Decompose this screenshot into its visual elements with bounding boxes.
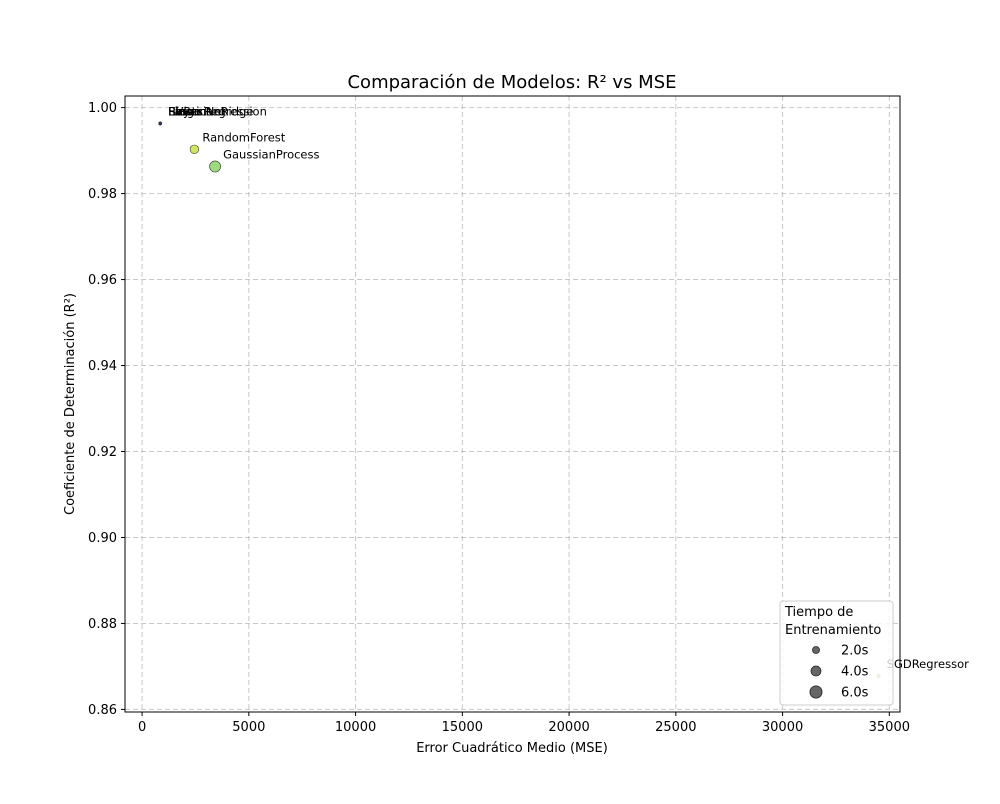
chart-title: Comparación de Modelos: R² vs MSE [347, 72, 676, 93]
plot-frame [124, 95, 901, 713]
legend-marker [812, 646, 820, 654]
legend-label: 6.0s [841, 686, 869, 701]
data-point-label: SVR [168, 105, 191, 119]
y-axis-label: Coeficiente de Determinación (R²) [63, 293, 78, 515]
y-tick-label: 0.90 [88, 531, 117, 546]
points-layer [158, 121, 881, 678]
data-point [189, 144, 199, 154]
data-point [209, 160, 221, 173]
y-tick-label: 0.88 [88, 617, 117, 632]
x-tick-label: 20000 [548, 720, 589, 735]
legend-label: 4.0s [841, 665, 869, 680]
data-point [158, 121, 162, 126]
y-tick-label: 0.92 [88, 445, 117, 460]
point-labels-layer: LassoLinearRegressionRidgeBayesianRidgeE… [168, 105, 969, 671]
ticks-layer: 0 5000 10000 15000 20000 25000 30000 35000 0.86 0… [88, 101, 910, 735]
legend-label: 2.0s [841, 644, 869, 659]
data-point-label: BayesianRidge [168, 105, 253, 119]
y-tick-label: 0.98 [88, 187, 117, 202]
legend-marker [810, 665, 822, 677]
legend-box [779, 600, 894, 706]
legend-title-line1: Tiempo de [784, 605, 853, 620]
data-point-label: Ridge [168, 105, 201, 119]
y-tick-label: 0.94 [88, 359, 117, 374]
y-tick-label: 0.86 [88, 703, 117, 718]
legend-marker [809, 685, 823, 699]
data-point-label: GaussianProcess [223, 147, 319, 161]
x-tick-label: 35000 [869, 720, 910, 735]
x-tick-label: 10000 [335, 720, 376, 735]
data-point-label: SGDRegressor [887, 657, 969, 671]
data-point-label: ElasticNet [168, 105, 226, 119]
x-axis-label: Error Cuadrático Medio (MSE) [416, 741, 608, 756]
y-tick-label: 0.96 [88, 273, 117, 288]
x-tick-label: 0 [138, 720, 146, 735]
x-tick-label: 30000 [762, 720, 803, 735]
data-point-label: Lasso [168, 105, 200, 119]
legend-title-line2: Entrenamiento [785, 623, 881, 638]
x-tick-label: 15000 [442, 720, 483, 735]
data-point-label: RandomForest [202, 130, 285, 144]
x-tick-label: 5000 [232, 720, 265, 735]
data-point-label: LinearRegression [168, 105, 267, 119]
x-tick-label: 25000 [655, 720, 696, 735]
y-tick-label: 1.00 [88, 101, 117, 116]
legend: Tiempo de Entrenamiento 2.0s 4.0s 6.0s [779, 600, 894, 706]
